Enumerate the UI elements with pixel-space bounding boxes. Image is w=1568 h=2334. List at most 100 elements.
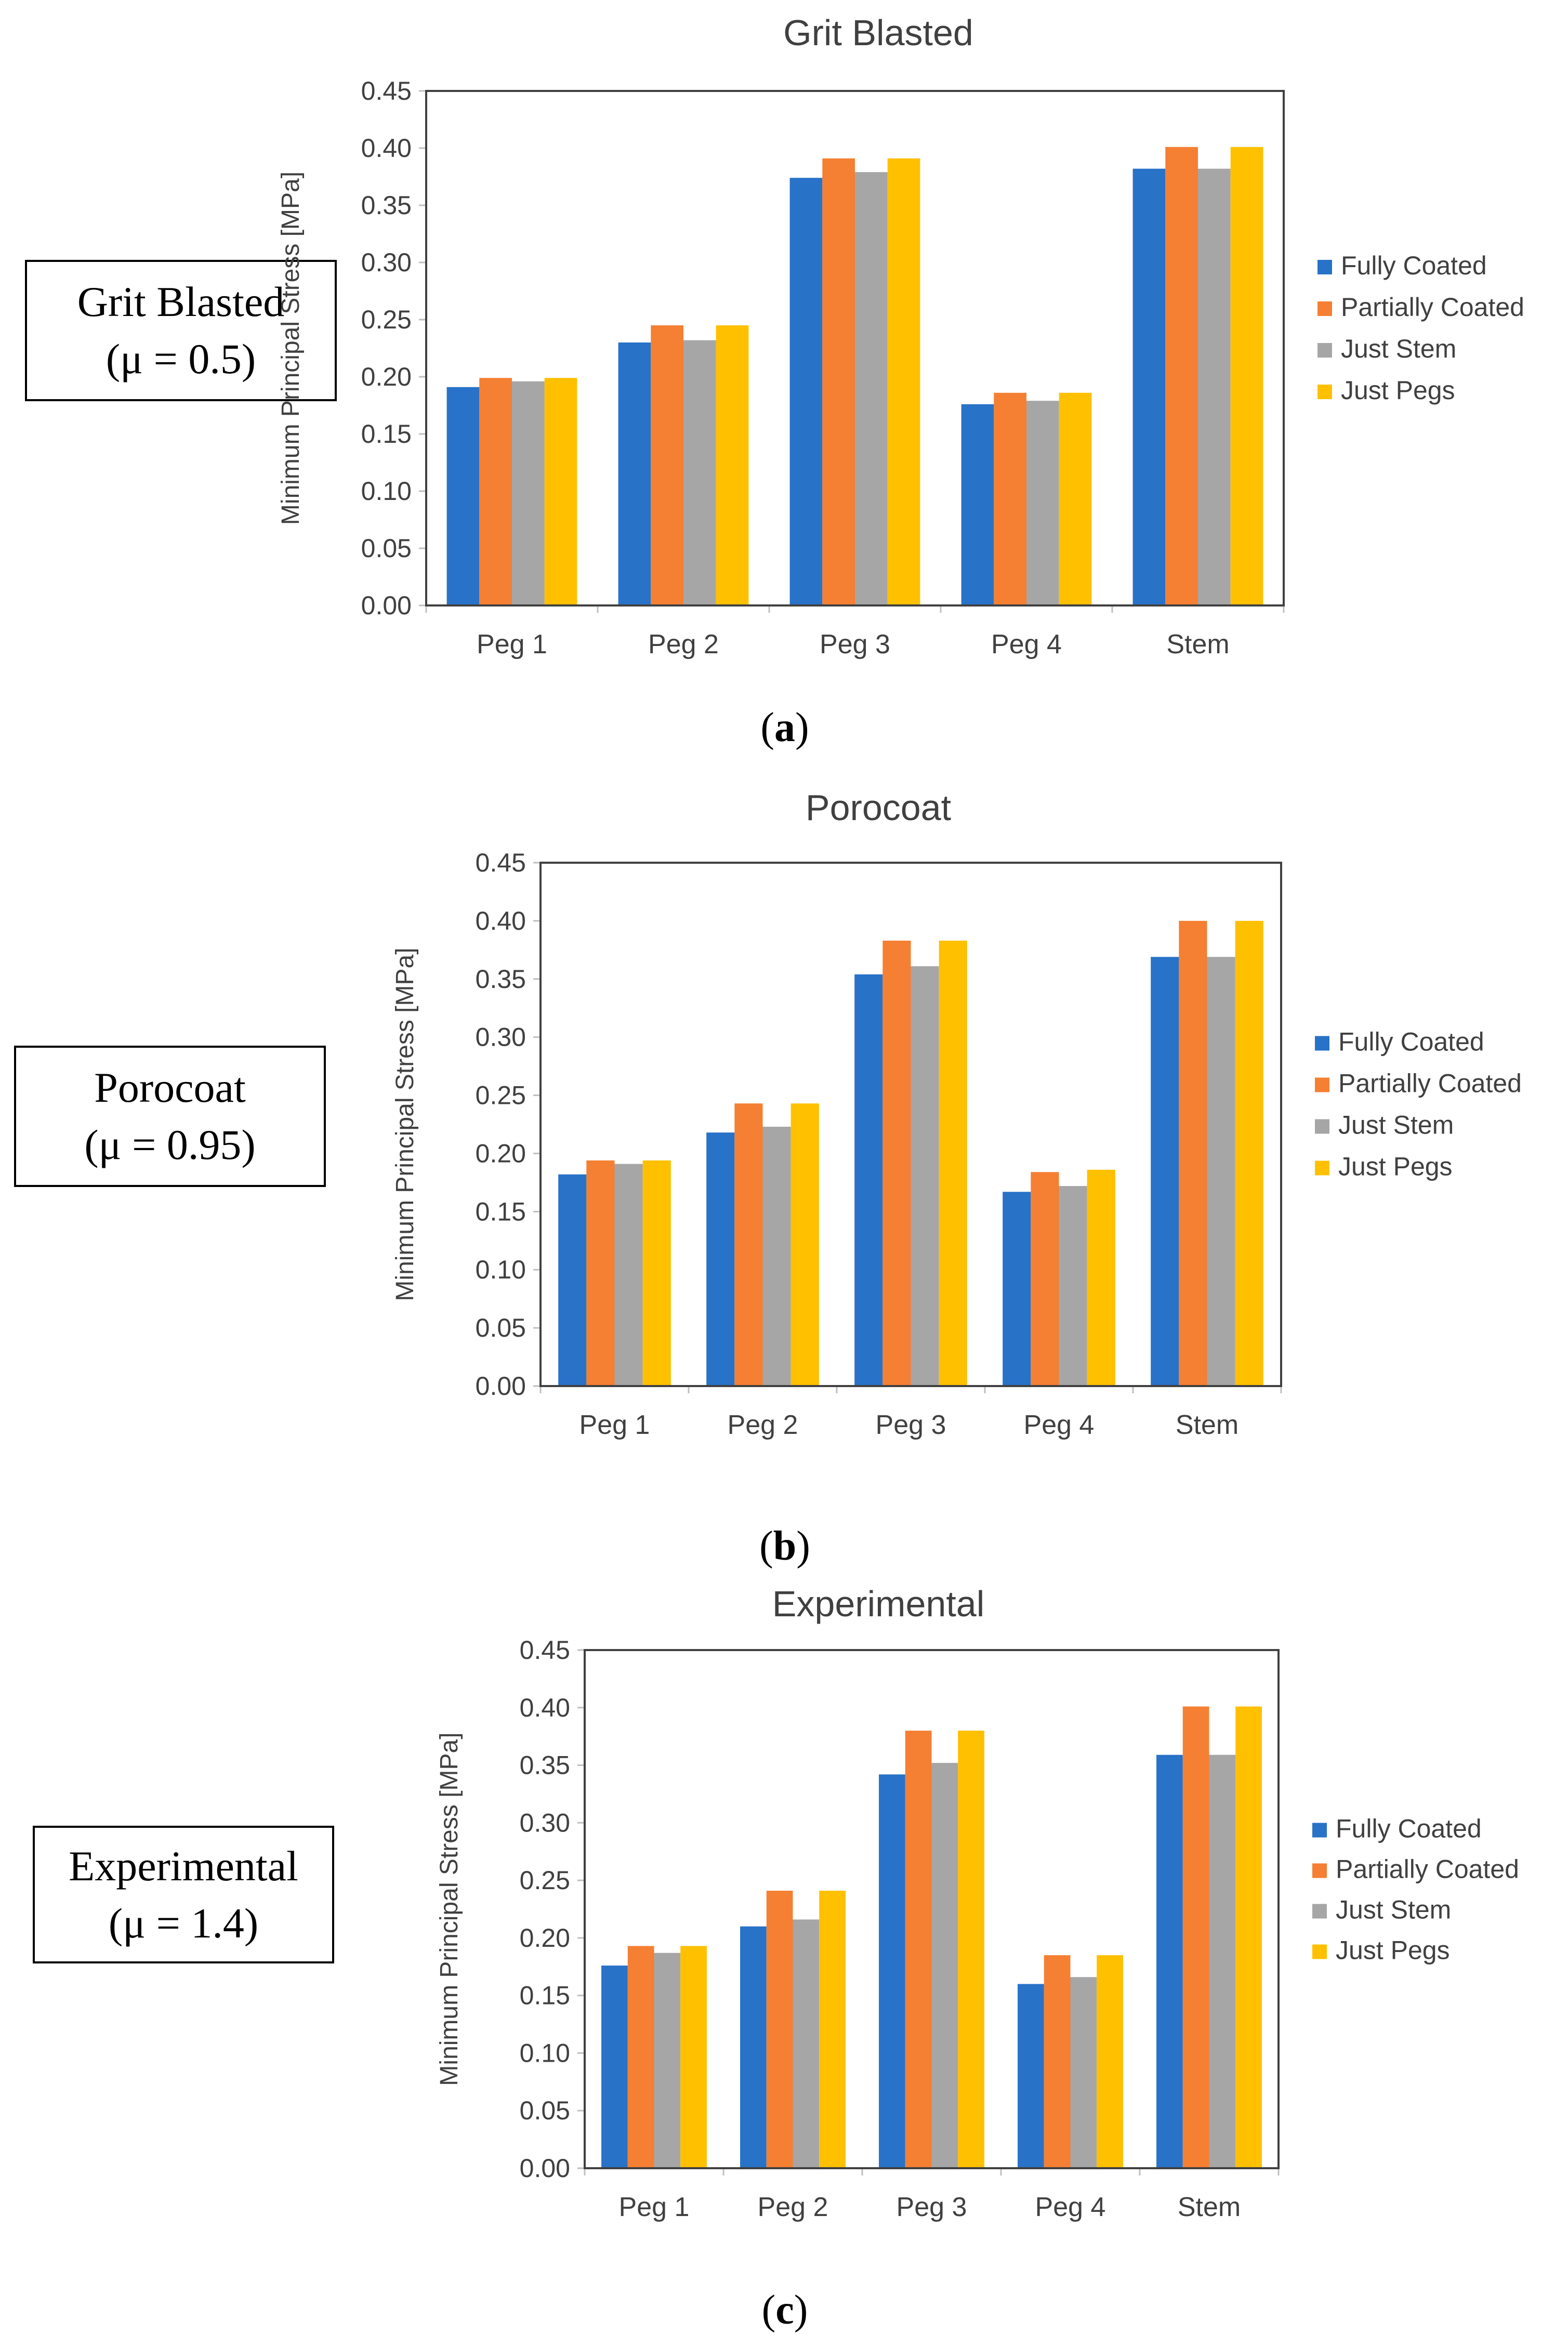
legend-label: Fully Coated [1338, 1027, 1484, 1057]
bar [905, 1731, 932, 2168]
legend-label: Partially Coated [1336, 1855, 1519, 1884]
x-tick-label: Peg 4 [1035, 2192, 1106, 2222]
bar [1044, 1955, 1071, 2168]
bar [793, 1919, 820, 2168]
plot-area-border [584, 1649, 1280, 2169]
bar [651, 325, 683, 605]
bar [931, 1763, 958, 2168]
x-tick-label: Stem [1176, 1410, 1238, 1440]
y-tick-label: 0.40 [520, 1693, 570, 1722]
bar [1003, 1192, 1031, 1386]
bar [790, 1103, 819, 1386]
condition-box: Experimental (μ = 1.4) [33, 1826, 334, 1963]
y-axis-label: Minimum Principal Stress [MPa] [436, 1732, 463, 2086]
legend-swatch [1317, 385, 1332, 399]
x-tick-label: Stem [1178, 2192, 1241, 2222]
bar [1235, 1706, 1262, 2168]
x-tick-label: Peg 4 [991, 629, 1062, 660]
bar [1207, 957, 1235, 1386]
bar [1156, 1755, 1183, 2168]
x-tick-label: Stem [1166, 629, 1229, 660]
chart-title: Experimental [772, 1584, 985, 1624]
y-tick-label: 0.35 [476, 965, 526, 994]
y-tick-label: 0.10 [476, 1255, 526, 1284]
bar [882, 940, 911, 1386]
x-tick-label: Peg 1 [619, 2192, 690, 2222]
bar [544, 378, 577, 605]
y-axis-label: Minimum Principal Stress [MPa] [277, 172, 305, 525]
bar [1182, 1706, 1209, 2168]
bar [854, 974, 883, 1386]
bar [822, 158, 855, 605]
legend-label: Partially Coated [1341, 293, 1524, 322]
chart-b: Porocoat 0.00 0.05 0.10 0.15 0.20 0.25 0.30 0.35… [391, 787, 1522, 1440]
legend-swatch [1312, 1863, 1327, 1878]
chart-a: Grit Blasted 0.00 0.05 0.10 0.15 0.20 0.25 0.30… [277, 12, 1524, 660]
legend-swatch [1315, 1161, 1329, 1176]
y-tick-label: 0.05 [520, 2096, 570, 2125]
plot-area-border [539, 862, 1282, 1387]
x-tick-label: Peg 3 [820, 629, 890, 660]
legend-label: Partially Coated [1338, 1069, 1522, 1098]
y-tick-label: 0.10 [361, 477, 412, 506]
y-tick-label: 0.45 [361, 76, 412, 106]
bar [1198, 168, 1231, 606]
bar [1179, 920, 1207, 1386]
y-tick-label: 0.35 [361, 191, 412, 220]
bar [446, 387, 480, 605]
bar [734, 1103, 763, 1386]
bar [766, 1891, 793, 2168]
chart-title: Grit Blasted [783, 12, 973, 53]
bar [586, 1160, 615, 1386]
bar [558, 1174, 587, 1386]
legend-label: Just Pegs [1338, 1152, 1453, 1181]
legend-swatch [1312, 1944, 1327, 1959]
legend-swatch [1317, 260, 1332, 274]
bar [1230, 147, 1263, 605]
bar [1165, 147, 1198, 605]
legend-label: Just Stem [1338, 1111, 1454, 1140]
y-tick-label: 0.00 [476, 1372, 526, 1401]
chart-title: Porocoat [806, 787, 951, 828]
y-tick-label: 0.20 [361, 362, 412, 391]
condition-title: Porocoat [94, 1064, 246, 1111]
y-tick-label: 0.30 [476, 1023, 526, 1052]
bar [819, 1891, 846, 2168]
plot-area-border [425, 90, 1285, 606]
condition-title: Grit Blasted [77, 278, 285, 325]
legend-label: Just Pegs [1341, 376, 1455, 405]
x-tick-label: Peg 3 [897, 2192, 967, 2222]
bar [614, 1164, 643, 1386]
bar [654, 1953, 681, 2168]
panel-a: Grit Blasted (μ = 0.5) Grit Blasted 0.00 0… [0, 0, 1568, 777]
legend-label: Fully Coated [1336, 1814, 1482, 1843]
y-tick-label: 0.40 [476, 906, 526, 935]
chart-c: Experimental 0.00 0.05 0.10 0.15 0.20 0.25 0.30… [436, 1584, 1519, 2222]
y-tick-label: 0.15 [361, 419, 412, 449]
condition-mu: (μ = 0.95) [84, 1121, 256, 1168]
bar [740, 1926, 767, 2168]
bar [911, 966, 939, 1386]
y-tick-label: 0.05 [361, 534, 412, 563]
bar [627, 1946, 654, 2168]
bar [879, 1774, 905, 2168]
y-tick-label: 0.45 [520, 1636, 570, 1665]
legend-label: Just Stem [1341, 334, 1456, 363]
condition-box: Porocoat (μ = 0.95) [14, 1046, 326, 1187]
x-tick-label: Peg 2 [728, 1410, 798, 1440]
y-tick-label: 0.45 [476, 848, 526, 877]
y-tick-label: 0.00 [520, 2154, 570, 2183]
legend-label: Just Pegs [1336, 1936, 1450, 1965]
bar [1235, 920, 1263, 1386]
panel-b: Porocoat (μ = 0.95) Porocoat 0.00 0.05 0.10… [0, 777, 1568, 1572]
bar [706, 1132, 735, 1386]
x-tick-label: Peg 1 [477, 629, 547, 660]
bar [789, 178, 823, 605]
bar [1209, 1755, 1236, 2168]
condition-mu: (μ = 1.4) [108, 1899, 259, 1947]
bar [958, 1731, 984, 2168]
legend-swatch [1312, 1823, 1327, 1838]
x-tick-label: Peg 2 [758, 2192, 828, 2222]
bar [1031, 1172, 1059, 1386]
y-tick-label: 0.05 [476, 1313, 526, 1342]
